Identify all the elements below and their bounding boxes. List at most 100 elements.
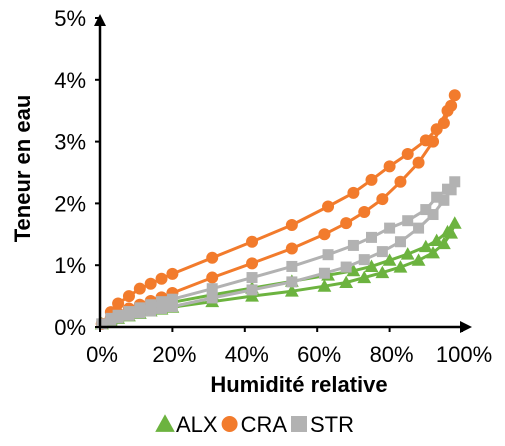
data-point-cra bbox=[401, 147, 414, 160]
x-tick-label: 60% bbox=[297, 342, 341, 367]
data-point-str bbox=[156, 302, 168, 314]
legend-item-alx: ALX bbox=[155, 412, 218, 437]
data-point-str bbox=[420, 204, 432, 216]
series-str bbox=[96, 176, 461, 330]
data-point-cra bbox=[347, 186, 360, 199]
legend: ALX CRA STR bbox=[155, 412, 354, 437]
data-point-alx bbox=[317, 279, 332, 292]
data-point-alx bbox=[284, 284, 299, 297]
data-point-alx bbox=[429, 233, 444, 246]
y-axis-arrow bbox=[94, 14, 106, 26]
data-point-str bbox=[384, 222, 396, 234]
data-point-cra bbox=[206, 271, 219, 284]
data-point-cra bbox=[206, 251, 219, 264]
x-tick-label: 20% bbox=[152, 342, 196, 367]
x-tick-label: 80% bbox=[370, 342, 414, 367]
data-point-cra bbox=[166, 267, 179, 280]
data-point-alx bbox=[357, 270, 372, 284]
data-point-alx bbox=[382, 253, 397, 266]
y-tick-label: 4% bbox=[54, 68, 86, 93]
data-point-cra bbox=[383, 160, 396, 173]
data-point-str bbox=[166, 301, 178, 313]
x-axis-title: Humidité relative bbox=[210, 372, 387, 397]
data-point-cra bbox=[285, 242, 298, 255]
data-point-str bbox=[145, 305, 157, 317]
data-point-str bbox=[413, 222, 425, 234]
data-point-cra bbox=[133, 282, 146, 295]
data-point-str bbox=[402, 215, 414, 227]
x-tick-label: 0% bbox=[86, 342, 118, 367]
data-point-cra bbox=[246, 235, 259, 248]
data-point-str bbox=[206, 283, 218, 295]
data-point-alx bbox=[426, 245, 440, 259]
data-point-alx bbox=[364, 259, 379, 272]
data-point-cra bbox=[419, 134, 432, 147]
legend-marker-str bbox=[291, 416, 307, 432]
data-point-str bbox=[442, 183, 454, 195]
data-point-str bbox=[134, 302, 146, 314]
data-point-cra bbox=[322, 200, 335, 213]
data-point-str bbox=[145, 299, 157, 311]
data-point-str bbox=[322, 249, 334, 261]
data-point-str bbox=[166, 293, 178, 305]
data-point-str bbox=[394, 236, 406, 248]
data-point-str bbox=[376, 246, 388, 258]
data-point-str bbox=[206, 292, 218, 304]
y-tick-label: 2% bbox=[54, 191, 86, 216]
data-point-cra bbox=[441, 104, 454, 117]
data-point-cra bbox=[340, 217, 353, 230]
data-point-str bbox=[246, 284, 258, 296]
y-tick-label: 0% bbox=[54, 315, 86, 340]
data-point-str bbox=[286, 276, 298, 288]
y-axis-title: Teneur en eau bbox=[10, 95, 35, 243]
data-point-alx bbox=[393, 260, 408, 273]
data-point-str bbox=[318, 267, 330, 279]
legend-label-alx: ALX bbox=[176, 412, 218, 437]
data-point-alx bbox=[418, 239, 433, 253]
y-tick-label: 5% bbox=[54, 6, 86, 31]
series-line-cra bbox=[100, 93, 457, 326]
data-point-cra bbox=[448, 89, 461, 102]
legend-marker-alx bbox=[155, 414, 175, 432]
data-point-str bbox=[96, 318, 108, 330]
data-point-cra bbox=[246, 257, 259, 270]
data-point-cra bbox=[394, 175, 407, 188]
data-point-str bbox=[105, 312, 117, 324]
data-point-cra bbox=[430, 123, 443, 136]
data-point-str bbox=[427, 209, 439, 221]
data-point-str bbox=[112, 309, 124, 321]
data-point-cra bbox=[412, 156, 425, 169]
data-point-cra bbox=[285, 219, 298, 232]
data-point-cra bbox=[365, 173, 378, 186]
x-tick-label: 100% bbox=[436, 342, 492, 367]
legend-item-cra: CRA bbox=[221, 412, 288, 437]
data-point-str bbox=[347, 239, 359, 251]
data-point-cra bbox=[112, 297, 125, 310]
data-point-str bbox=[246, 272, 258, 284]
legend-marker-cra bbox=[221, 416, 238, 432]
data-point-str bbox=[358, 254, 370, 266]
data-point-str bbox=[123, 306, 135, 318]
data-point-cra bbox=[318, 228, 331, 241]
data-point-cra bbox=[358, 206, 371, 219]
y-tick-label: 1% bbox=[54, 253, 86, 278]
legend-item-str: STR bbox=[291, 412, 354, 437]
data-point-cra bbox=[155, 272, 168, 285]
data-point-str bbox=[431, 191, 443, 203]
ticks-layer: 0% 20% 40% 60% 80% 100% 0% 1% 2% 3% 4% 5% bbox=[54, 6, 492, 367]
data-point-str bbox=[449, 176, 461, 188]
y-tick-label: 3% bbox=[54, 130, 86, 155]
data-point-str bbox=[366, 231, 377, 243]
data-point-str bbox=[340, 261, 352, 273]
data-point-alx bbox=[440, 224, 455, 238]
data-point-alx bbox=[339, 275, 354, 289]
data-point-alx bbox=[400, 247, 415, 260]
legend-label-str: STR bbox=[310, 412, 354, 437]
x-tick-label: 40% bbox=[225, 342, 269, 367]
data-point-cra bbox=[122, 290, 135, 303]
legend-label-cra: CRA bbox=[241, 412, 288, 437]
data-point-cra bbox=[376, 193, 389, 206]
data-point-str bbox=[156, 296, 168, 308]
data-point-alx bbox=[346, 263, 361, 277]
